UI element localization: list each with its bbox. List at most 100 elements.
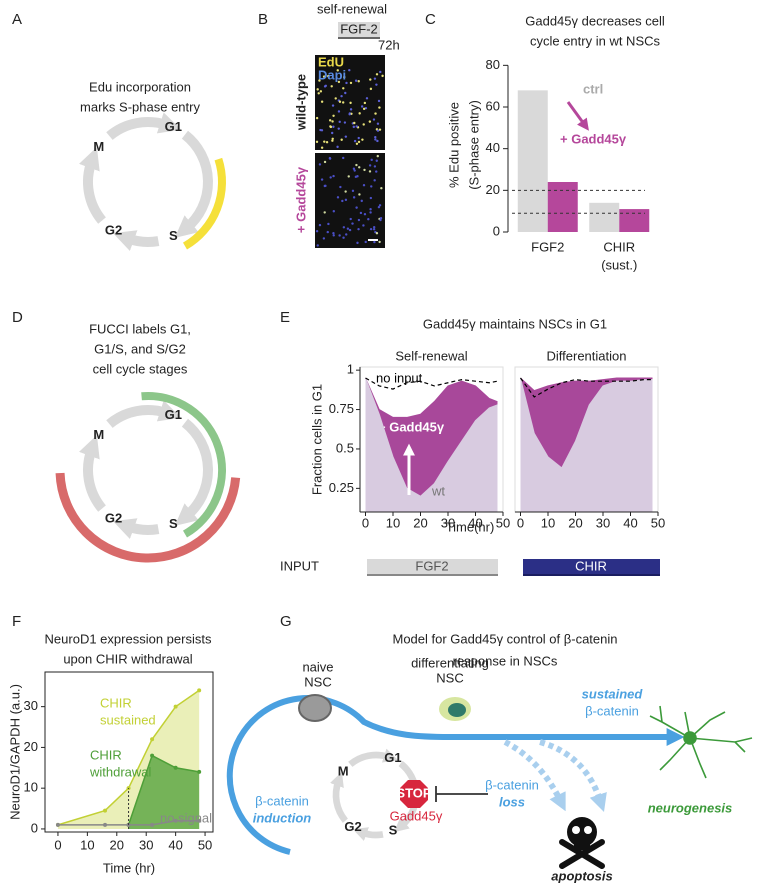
cell-dot [348,69,351,72]
cell-dot [345,233,348,236]
cell-dot [373,240,376,244]
phase-label: G2 [105,223,122,238]
cell-dot [363,213,367,216]
chart-title: cycle entry in wt NSCs [530,33,661,48]
cell-dot [348,113,351,116]
cell-dot [375,232,379,235]
cell-dot [381,74,384,78]
series-line [57,689,200,826]
cell-dot [347,175,350,178]
cell-dot [349,81,353,85]
decrease-arrow [566,101,589,131]
cell-dot [372,228,376,231]
cell-dot [356,175,359,178]
cell-dot [372,225,376,229]
series-label: CHIR [90,747,122,762]
duration: 72h [378,37,400,52]
phase-label: G2 [344,819,361,834]
cell-dot [379,218,382,222]
panel-title: Model for Gadd45γ control of β-catenin [393,631,618,646]
cell-dot [351,189,355,193]
panel-letter: A [12,11,22,28]
induction-label: induction [253,810,312,825]
cell-dot [353,121,356,125]
cell-dot [338,100,342,103]
series-label: + Gadd45γ [560,131,627,146]
panel-letter: G [280,613,292,630]
bar [619,209,650,232]
x-axis-label: Time (hr) [103,860,155,875]
phase-label: M [93,427,104,442]
caption: FUCCI labels G1, [89,321,191,336]
cell-dot [375,170,378,173]
cell-dot [357,227,360,231]
panel-letter: D [12,309,23,326]
point [197,688,202,693]
cell-dot [342,87,345,90]
subplot-title: Self-renewal [395,348,467,363]
cell-dot [332,125,335,128]
x-tick-label: 40 [623,515,637,530]
cell-dot [362,107,366,111]
cell-dot [319,90,323,93]
cell-dot [343,121,347,124]
y-tick-label: 0.25 [329,480,354,495]
cycle-arrow [79,147,106,224]
point [173,704,178,709]
cell-dot [338,234,341,237]
series-line [57,820,200,826]
cell-dot [315,116,319,120]
cell-dot [331,137,334,141]
cell-dot [379,217,383,220]
x-tick-label: 20 [568,515,582,530]
point [103,822,108,827]
cell-dot [317,92,320,95]
cell-label: NSC [436,670,463,685]
cell-label: naive [302,659,333,674]
g1-arc [141,392,226,538]
cell-dot [315,140,319,144]
cell-dot [331,139,334,142]
cell-dot [348,228,352,232]
cell-dot [364,240,367,244]
y-tick-label: 60 [486,98,500,113]
x-tick-label: 50 [496,515,510,530]
caption: Edu incorporation [89,79,191,94]
point [197,769,202,774]
cell-dot [316,244,319,247]
cell-dot [380,186,383,190]
cell-dot [341,199,344,203]
point [173,818,178,823]
s-g2-arc [55,472,241,563]
point [55,822,60,827]
cell-dot [377,99,381,103]
cell-dot [328,119,332,122]
cell-dot [323,85,327,88]
x-tick-label: CHIR [603,239,635,254]
cell-dot [330,131,334,135]
cell-dot [362,224,365,227]
area-fill [520,378,653,512]
cell-dot [340,94,343,98]
phase-label: G2 [105,511,122,526]
y-tick-label: 1 [347,362,354,377]
induction-label: β-catenin [255,793,309,808]
panel-letter: B [258,11,268,28]
cell-dot [320,146,324,149]
row-label: + Gadd45γ [293,166,308,233]
cell-dot [359,211,363,215]
inhibition [435,786,488,802]
cell-dot [332,114,335,117]
series-label: sustained [100,712,156,727]
x-tick-label: (sust.) [601,257,637,272]
cycle-arrow [79,435,106,512]
input-fgf2 [367,559,498,575]
cell-nucleus [448,703,466,717]
phase-label: G1 [165,119,182,134]
cell-dot [365,97,369,100]
cell-dot [325,140,329,144]
panel-letter: C [425,11,436,28]
cell-dot [352,167,356,170]
naive-cell [298,694,332,722]
